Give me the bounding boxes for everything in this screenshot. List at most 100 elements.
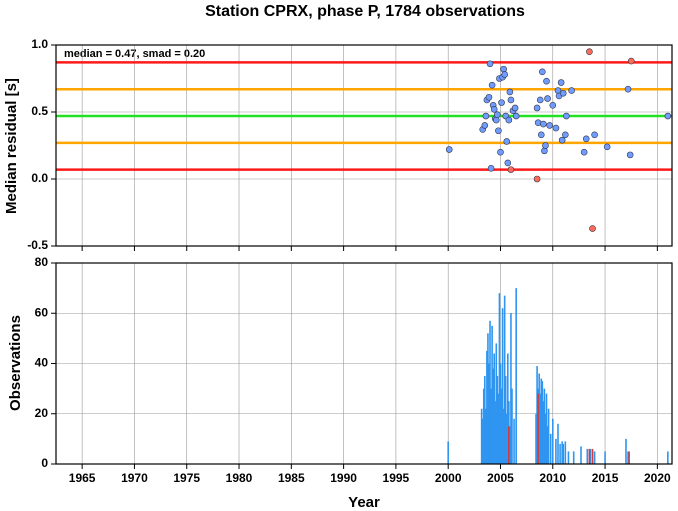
bar xyxy=(537,393,539,464)
bar xyxy=(562,443,565,464)
bar xyxy=(513,418,515,464)
y-axis-title: Median residual [s] xyxy=(3,78,20,214)
data-point xyxy=(591,131,598,139)
data-point xyxy=(497,148,504,156)
data-point xyxy=(500,65,507,73)
data-point xyxy=(552,124,560,132)
bar xyxy=(509,426,511,464)
bar xyxy=(505,413,508,464)
data-point xyxy=(486,60,494,68)
data-point xyxy=(507,96,515,104)
bar xyxy=(538,373,540,464)
bar xyxy=(510,313,512,464)
x-tick-label: 1985 xyxy=(278,471,305,485)
data-point xyxy=(582,135,590,143)
data-point xyxy=(494,111,501,118)
bar xyxy=(494,401,497,464)
data-point xyxy=(589,225,596,232)
data-point xyxy=(492,116,500,124)
data-point xyxy=(506,88,514,96)
data-point xyxy=(626,151,634,159)
bar xyxy=(667,451,669,464)
bar xyxy=(507,353,509,464)
data-point xyxy=(511,104,519,112)
bar xyxy=(546,426,549,464)
data-point xyxy=(544,95,551,102)
data-point xyxy=(540,120,547,128)
bar xyxy=(549,433,552,464)
bar xyxy=(515,288,517,464)
bar xyxy=(499,363,502,464)
bar xyxy=(536,366,538,464)
data-point xyxy=(498,99,505,106)
x-tick-label: 2000 xyxy=(435,471,462,485)
data-point xyxy=(507,166,515,173)
bar xyxy=(589,448,592,464)
data-point xyxy=(495,127,502,135)
bar xyxy=(493,353,496,464)
x-tick-label: 1980 xyxy=(226,471,253,485)
data-point xyxy=(563,112,570,120)
bar xyxy=(586,448,589,464)
bar xyxy=(625,438,627,464)
data-point xyxy=(559,89,567,97)
y-tick-label: 0.5 xyxy=(31,104,48,118)
bar xyxy=(487,333,489,464)
bar xyxy=(502,408,505,464)
data-point xyxy=(580,148,588,156)
data-point xyxy=(485,93,493,101)
data-point xyxy=(490,106,498,113)
bar xyxy=(580,446,582,464)
bar xyxy=(504,376,507,464)
bar xyxy=(588,448,591,464)
bar xyxy=(542,401,545,464)
data-point xyxy=(568,87,575,94)
bar xyxy=(628,451,630,464)
bar xyxy=(511,388,513,464)
data-point xyxy=(445,146,453,153)
bar xyxy=(501,308,504,464)
x-tick-label: 2015 xyxy=(592,471,619,485)
x-tick-label: 2010 xyxy=(539,471,566,485)
bar xyxy=(497,393,500,464)
data-point xyxy=(664,112,672,120)
bar xyxy=(485,408,487,464)
x-tick-label: 1995 xyxy=(383,471,410,485)
bar xyxy=(543,388,546,464)
bar xyxy=(547,408,550,464)
x-tick-label: 2005 xyxy=(487,471,514,485)
x-tick-label: 1990 xyxy=(330,471,357,485)
chart-title: Station CPRX, phase P, 1784 observations xyxy=(205,3,525,20)
bar xyxy=(540,378,543,464)
y-axis-title: Observations xyxy=(7,315,24,411)
data-point xyxy=(546,122,553,129)
data-point xyxy=(562,131,569,139)
data-point xyxy=(487,164,495,172)
x-tick-label: 1965 xyxy=(69,471,96,485)
data-point xyxy=(624,85,632,93)
data-point xyxy=(541,147,548,155)
bar xyxy=(545,393,548,464)
data-point xyxy=(488,81,496,89)
data-point xyxy=(627,57,635,65)
y-tick-label: 60 xyxy=(35,305,49,319)
bar xyxy=(486,350,488,464)
bar xyxy=(490,388,492,464)
bar xyxy=(535,413,537,464)
plot-frame xyxy=(55,44,673,247)
data-point xyxy=(533,175,541,183)
bar xyxy=(480,408,483,464)
bar xyxy=(495,343,498,464)
bar xyxy=(496,376,499,464)
bar xyxy=(555,438,557,464)
bar xyxy=(503,295,506,464)
bar xyxy=(508,426,510,464)
data-point xyxy=(549,102,557,109)
bar xyxy=(500,388,503,464)
data-point xyxy=(558,136,566,144)
data-point xyxy=(503,138,511,145)
bar xyxy=(544,413,547,464)
bar xyxy=(481,418,484,464)
data-point xyxy=(539,68,546,76)
